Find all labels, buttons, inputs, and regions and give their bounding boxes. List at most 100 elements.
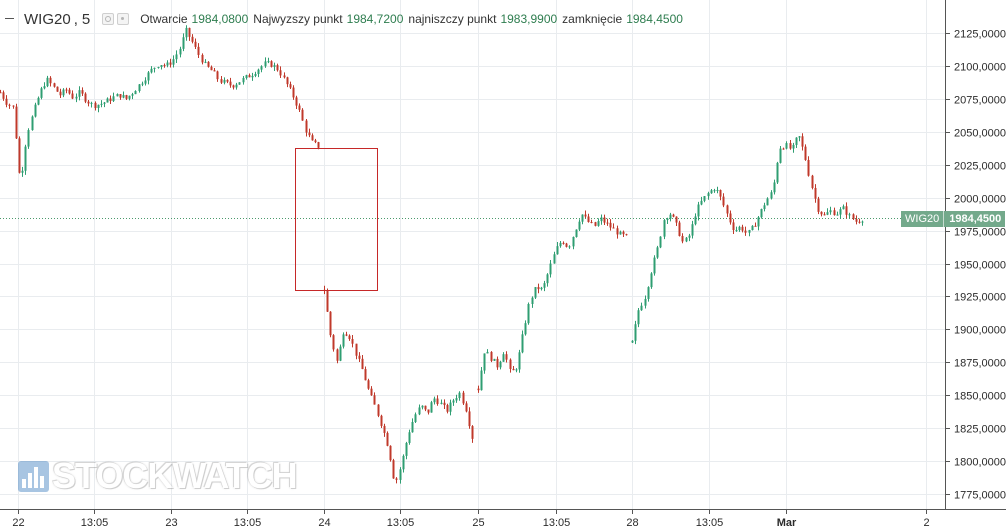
candle-body bbox=[631, 340, 634, 343]
candle-body bbox=[373, 395, 376, 405]
legend-comma: , bbox=[73, 10, 78, 28]
candle-body bbox=[858, 221, 861, 223]
candle-body bbox=[465, 403, 468, 412]
candle-body bbox=[801, 136, 804, 147]
candle-body bbox=[260, 66, 263, 70]
candle-body bbox=[40, 88, 43, 98]
candle-body bbox=[829, 210, 832, 213]
candle-body bbox=[226, 79, 229, 82]
candle-body bbox=[751, 225, 754, 231]
drawing-layer[interactable] bbox=[295, 148, 378, 291]
candle-body bbox=[697, 204, 700, 217]
candle-body bbox=[760, 209, 763, 218]
candle-body bbox=[653, 257, 656, 274]
candle-body bbox=[556, 246, 559, 255]
candle-body bbox=[179, 48, 182, 55]
candle-body bbox=[672, 214, 675, 217]
candle-body bbox=[292, 87, 295, 98]
x-tick-label: 13:05 bbox=[387, 517, 415, 529]
candle-body bbox=[301, 109, 304, 121]
candle-body bbox=[185, 27, 188, 38]
candle-body bbox=[370, 388, 373, 396]
candle-body bbox=[197, 46, 200, 55]
candle-body bbox=[348, 335, 351, 340]
candle-body bbox=[443, 402, 446, 406]
candle-body bbox=[562, 242, 565, 244]
candle-body bbox=[685, 237, 688, 242]
candle-body bbox=[527, 304, 530, 324]
drawn-rectangle[interactable] bbox=[295, 148, 378, 291]
candle-body bbox=[792, 144, 795, 149]
candle-body bbox=[738, 226, 741, 231]
close-label: zamknięcie bbox=[562, 12, 623, 26]
candle-body bbox=[436, 398, 439, 404]
candle-body bbox=[276, 65, 279, 71]
candle-body bbox=[8, 104, 11, 106]
candle-body bbox=[308, 132, 311, 136]
candle-body bbox=[521, 334, 524, 353]
candle-body bbox=[421, 405, 424, 408]
candle-body bbox=[254, 74, 257, 76]
candle-body bbox=[332, 335, 335, 350]
x-tick-label: Mar bbox=[777, 517, 797, 529]
candle-body bbox=[210, 66, 213, 71]
legend-symbol[interactable]: WIG20 bbox=[24, 10, 71, 28]
legend-interval[interactable]: 5 bbox=[81, 10, 91, 28]
candle-body bbox=[399, 469, 402, 480]
candle-body bbox=[700, 200, 703, 205]
x-tick-label: 13:05 bbox=[696, 517, 724, 529]
candle-body bbox=[279, 70, 282, 76]
candle-body bbox=[367, 380, 370, 389]
candle-body bbox=[748, 230, 751, 233]
candle-body bbox=[845, 206, 848, 215]
candle-body bbox=[681, 235, 684, 242]
candle-body bbox=[402, 455, 405, 470]
candle-body bbox=[326, 290, 329, 312]
collapse-icon[interactable] bbox=[4, 13, 16, 25]
candle-body bbox=[172, 59, 175, 65]
x-tick-label: 13:05 bbox=[81, 517, 109, 529]
gear-icon[interactable] bbox=[117, 13, 130, 25]
candle-body bbox=[804, 146, 807, 160]
candle-body bbox=[119, 94, 122, 98]
candle-body bbox=[395, 478, 398, 480]
candle-body bbox=[820, 211, 823, 215]
candle-body bbox=[27, 130, 30, 147]
candle-body bbox=[703, 196, 706, 201]
candle-body bbox=[188, 27, 191, 37]
candle-body bbox=[355, 343, 358, 356]
y-tick-label: 2000,0000 bbox=[954, 194, 1006, 206]
candle-body bbox=[666, 218, 669, 221]
candle-body bbox=[2, 92, 5, 99]
candle-body bbox=[216, 71, 219, 80]
y-tick-label: 1850,0000 bbox=[954, 391, 1006, 403]
eye-icon[interactable] bbox=[102, 13, 115, 25]
candle-body bbox=[518, 352, 521, 370]
candle-body bbox=[295, 97, 298, 106]
candle-body bbox=[836, 214, 839, 216]
candle-body bbox=[351, 339, 354, 344]
candles bbox=[0, 25, 864, 484]
candle-body bbox=[286, 77, 289, 85]
high-label: Najwyzszy punkt bbox=[253, 12, 343, 26]
candle-body bbox=[169, 62, 172, 65]
candle-body bbox=[71, 93, 74, 99]
last-price-tag: WIG20 1984,4500 bbox=[901, 211, 1005, 227]
candle-body bbox=[75, 96, 78, 99]
candle-body bbox=[46, 77, 49, 87]
candle-body bbox=[486, 351, 489, 354]
candle-body bbox=[776, 162, 779, 183]
candle-body bbox=[534, 287, 537, 298]
candle-body bbox=[729, 213, 732, 223]
candle-body bbox=[264, 61, 267, 67]
candle-body bbox=[656, 247, 659, 258]
candle-body bbox=[452, 400, 455, 403]
x-tick-label: 24 bbox=[318, 517, 330, 529]
candle-body bbox=[24, 146, 27, 171]
open-label: Otwarcie bbox=[140, 12, 188, 26]
candle-body bbox=[770, 192, 773, 199]
x-tick-label: 25 bbox=[472, 517, 484, 529]
low-value: 1983,9900 bbox=[500, 12, 558, 26]
